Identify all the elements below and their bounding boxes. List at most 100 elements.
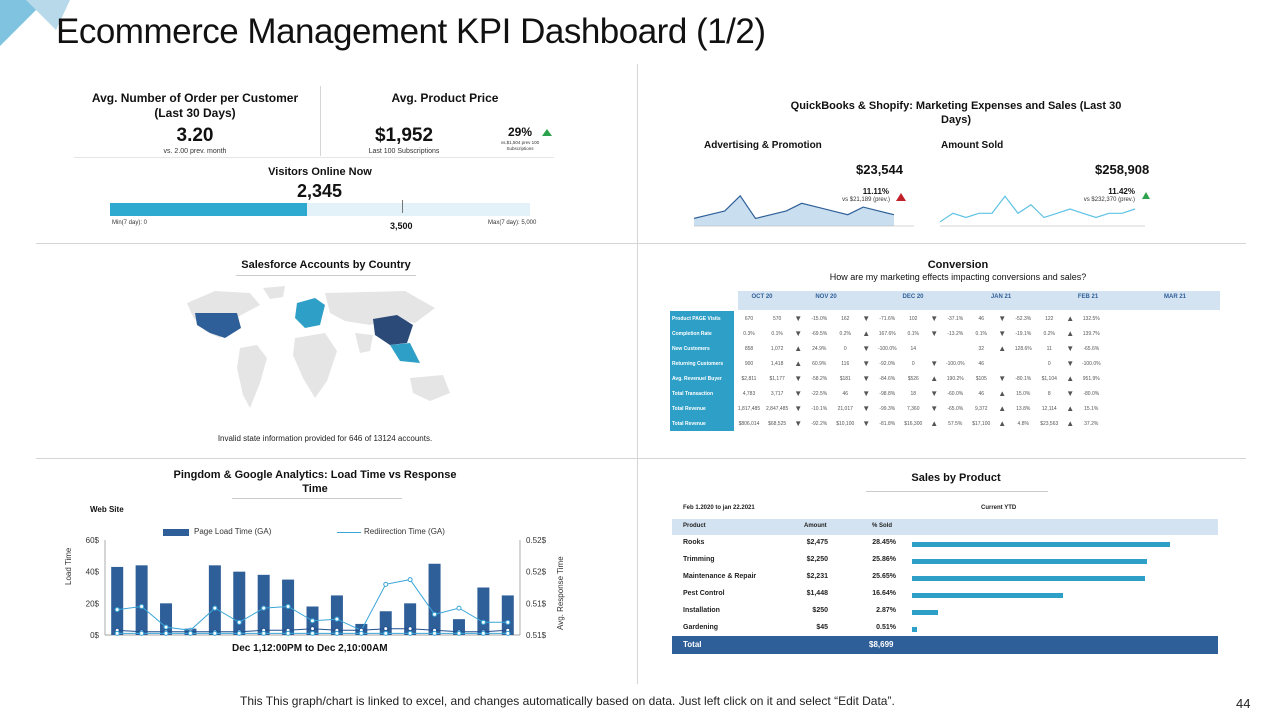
conv-subtitle: How are my marketing effects impacting c…	[829, 272, 1087, 282]
conv-cell: $1,104	[1041, 375, 1057, 382]
sales-bar	[912, 559, 1147, 564]
response-point	[139, 604, 145, 609]
load-time-bar	[208, 565, 221, 635]
y2-tick-label: 0.51$	[526, 599, 547, 608]
response-point	[261, 605, 267, 611]
down-arrow-icon: ▼	[930, 359, 939, 368]
legend-bar-swatch	[163, 529, 189, 536]
conv-cell: -13.2%	[947, 330, 964, 337]
conv-title: Conversion	[927, 259, 989, 271]
load-time-bar	[404, 603, 417, 635]
conv-cell: -98.8%	[879, 390, 896, 397]
conv-cell: 4,783	[742, 390, 756, 397]
response-point	[310, 630, 315, 636]
sales-header-band	[672, 519, 1218, 535]
qb-adv-label: Advertising & Promotion	[704, 140, 822, 151]
sales-product-name: Pest Control	[683, 590, 725, 597]
kpi-orders-value: 3.20	[176, 125, 214, 146]
conv-cell: 4.8%	[1017, 420, 1029, 427]
conv-row-label: Total Transaction	[670, 386, 734, 401]
sf-title-underline	[236, 275, 416, 276]
conv-table-wrap: Product PAGE Visits 670 570 ▼ -15.0% 162 ▼ -71.…	[670, 311, 1104, 431]
up-arrow-icon: ▲	[1066, 329, 1075, 338]
conv-cell: 57.5%	[948, 420, 963, 427]
qb-sold-label: Amount Sold	[941, 140, 1004, 151]
up-arrow-icon	[1142, 192, 1150, 199]
sales-total-band	[672, 636, 1218, 654]
adv-sparkline-line	[694, 194, 895, 220]
page-title: Ecommerce Management KPI Dashboard (1/2)	[56, 12, 766, 51]
up-arrow-icon: ▲	[794, 344, 803, 353]
conv-headers: OCT 20 NOV 20 DEC 20 JAN 21 FEB 21 MAR 21	[738, 291, 1220, 310]
sales-current: Current YTD	[981, 505, 1017, 511]
conv-header-month: JAN 21	[990, 294, 1012, 300]
conv-cell: 0.2%	[839, 330, 851, 337]
response-point	[212, 605, 218, 611]
conv-cell: 139.7%	[1082, 330, 1100, 337]
response-point	[310, 618, 315, 624]
conv-row: Returning Customers 900 1,418 ▲ 60.9% 116 ▼ -92…	[670, 356, 1104, 371]
conv-cell: 0	[1047, 360, 1051, 367]
conv-cell: 0	[911, 360, 915, 367]
response-point	[480, 619, 486, 625]
load-time-bar	[111, 566, 124, 635]
conv-row-label: Avg. Revenue/ Buyer	[670, 371, 734, 386]
kpi-orders-sub: vs. 2.00 prev. month	[163, 148, 227, 155]
kpi-price-value: $1,952	[374, 125, 434, 146]
conv-cell: -80.0%	[1083, 390, 1100, 397]
legend-line-label: Rediirection Time (GA)	[364, 527, 445, 536]
pingdom-chart[interactable]: 60$ 0.52$ 40$ 0.52$ 20$ 0.51$ 0$ 0.51$	[80, 535, 560, 643]
response-point	[407, 626, 413, 632]
visitors-max: Max(7 day): 5,000	[488, 220, 537, 226]
down-arrow-icon: ▼	[998, 329, 1007, 338]
response-point	[139, 630, 145, 636]
world-map[interactable]	[175, 283, 475, 428]
conv-cell: $181	[839, 375, 851, 382]
down-arrow-icon: ▼	[794, 389, 803, 398]
map-russia	[325, 291, 435, 325]
conv-cell: -58.2%	[811, 375, 828, 382]
visitors-mid: 3,500	[390, 221, 413, 231]
sales-title-underline	[866, 491, 1048, 492]
kpi-price-label: Avg. Product Price	[391, 91, 499, 105]
map-china-highlight	[373, 315, 413, 345]
y-tick-label: 0$	[90, 631, 99, 640]
conv-cell: 0.3%	[743, 330, 755, 337]
conv-cell	[1010, 356, 1036, 371]
legend-line-swatch	[337, 532, 361, 533]
footer-note: This This graph/chart is linked to excel…	[240, 694, 895, 708]
qb-title: QuickBooks & Shopify: Marketing Expenses…	[790, 100, 1122, 126]
conv-cell	[994, 356, 1010, 371]
conv-row: Completion Rate 0.3% 0.1% ▼ -69.5% 0.2% ▲ 167.6…	[670, 326, 1104, 341]
conv-cell: 46	[842, 390, 849, 397]
conv-cell: 21,017	[837, 405, 853, 412]
conv-cell: 8	[1047, 390, 1051, 397]
response-point	[407, 577, 413, 583]
down-arrow-icon: ▼	[930, 314, 939, 323]
response-point	[407, 630, 413, 636]
response-point	[456, 605, 462, 611]
conv-cell: -99.3%	[879, 405, 896, 412]
down-arrow-icon: ▼	[930, 329, 939, 338]
sales-product-amount: $250	[812, 607, 828, 614]
conv-cell: -22.5%	[811, 390, 828, 397]
down-arrow-icon: ▼	[794, 404, 803, 413]
grid-hline-1	[36, 243, 1246, 244]
y2-tick-label: 0.52$	[526, 568, 547, 577]
response-point	[236, 630, 242, 636]
conv-cell: -19.1%	[1015, 330, 1032, 337]
pingdom-title: Pingdom & Google Analytics: Load Time vs…	[173, 469, 457, 495]
kpi-price-pct: 29%	[508, 125, 533, 139]
sales-product-name: Trimming	[683, 556, 715, 563]
conv-cell: 0.1%	[975, 330, 987, 337]
load-time-bar	[501, 595, 514, 635]
conv-cell: -100.0%	[877, 345, 897, 352]
response-point	[432, 611, 438, 617]
sales-bar	[912, 610, 939, 615]
map-asia-highlight	[390, 343, 420, 363]
visitors-gauge-tick	[402, 200, 403, 213]
up-arrow-icon: ▲	[1066, 419, 1075, 428]
conv-header-month: DEC 20	[902, 294, 924, 300]
conv-cell: 190.2%	[946, 375, 964, 382]
up-arrow-icon: ▲	[930, 374, 939, 383]
